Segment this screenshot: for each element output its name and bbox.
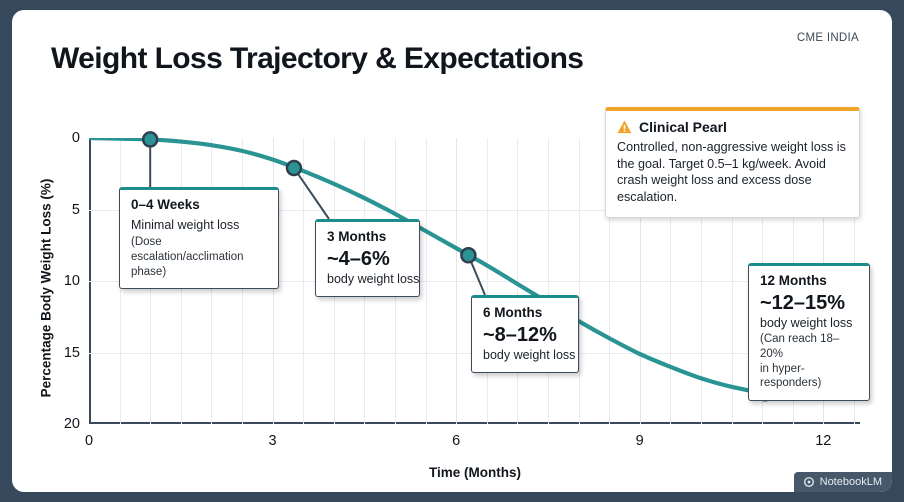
- x-tick-label: 0: [84, 433, 94, 449]
- callout-note: (Can reach 18–20% in hyper-responders): [760, 333, 840, 390]
- callout-value: ~8–12%: [483, 323, 557, 346]
- callout-0-4-weeks[interactable]: 0–4 Weeks Minimal weight loss (Dose esca…: [119, 187, 279, 290]
- y-axis-label: Percentage Body Weight Loss (%): [38, 178, 54, 398]
- slide-card: CME INDIA Weight Loss Trajectory & Expec…: [12, 10, 892, 492]
- y-tick-label: 20: [63, 416, 80, 432]
- clinical-pearl-box[interactable]: Clinical Pearl Controlled, non-aggressiv…: [605, 107, 860, 218]
- horizontal-gridline: [89, 209, 860, 211]
- x-tick-label: 12: [815, 433, 832, 449]
- callout-value: ~12–15%: [760, 291, 846, 314]
- callout-title: 12 Months: [760, 273, 827, 288]
- callout-value: ~4–6%: [327, 247, 390, 270]
- x-tick-label: 6: [452, 433, 461, 449]
- watermark-label: NotebookLM: [819, 476, 882, 488]
- notebooklm-icon: [803, 477, 814, 487]
- y-tick-label: 0: [71, 130, 80, 146]
- brand-label: CME INDIA: [796, 32, 859, 44]
- callout-3-months[interactable]: 3 Months ~4–6% body weight loss: [315, 219, 420, 298]
- callout-title: 3 Months: [327, 229, 387, 244]
- x-tick-label: 3: [268, 433, 277, 449]
- y-tick-label: 15: [63, 344, 80, 361]
- watermark: NotebookLM: [793, 472, 892, 492]
- warning-triangle-icon: [617, 120, 632, 134]
- x-axis-label: Time (Months): [429, 465, 521, 480]
- page-title: Weight Loss Trajectory & Expectations: [51, 42, 584, 75]
- callout-sub: body weight loss: [483, 347, 576, 362]
- clinical-pearl-header: Clinical Pearl: [617, 119, 848, 135]
- callout-sub: Minimal weight loss: [131, 217, 240, 232]
- y-tick-label: 5: [71, 201, 80, 218]
- callout-12-months[interactable]: 12 Months ~12–15% body weight loss (Can …: [748, 263, 870, 401]
- callout-6-months[interactable]: 6 Months ~8–12% body weight loss: [471, 295, 579, 374]
- callout-sub: body weight loss: [760, 315, 853, 330]
- callout-note: (Dose escalation/acclimation phase): [131, 236, 244, 278]
- x-tick-label: 9: [635, 433, 644, 449]
- callout-title: 6 Months: [483, 305, 543, 320]
- x-axis-line: [89, 422, 860, 424]
- callout-sub: body weight loss: [327, 271, 420, 286]
- y-tick-label: 10: [63, 273, 80, 289]
- callout-title: 0–4 Weeks: [131, 197, 200, 212]
- clinical-pearl-body: Controlled, non-aggressive weight loss i…: [617, 140, 846, 205]
- clinical-pearl-title: Clinical Pearl: [639, 119, 727, 135]
